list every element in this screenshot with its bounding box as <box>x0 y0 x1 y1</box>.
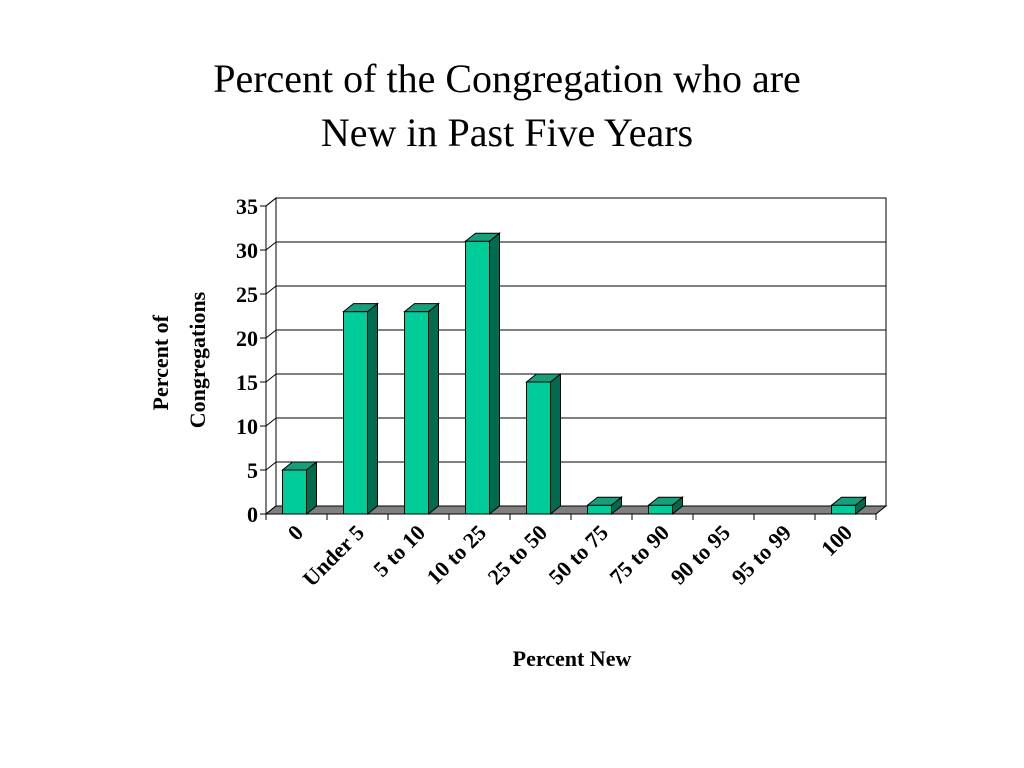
y-tick-label: 20 <box>236 326 258 351</box>
bar-front <box>587 504 612 515</box>
gridline-side <box>265 241 277 251</box>
bar-side <box>367 302 378 516</box>
bar <box>647 496 684 516</box>
gridline-side <box>265 329 277 339</box>
x-tick-label: 100 <box>816 520 857 561</box>
bar-side <box>489 232 500 516</box>
x-tick-label: 25 to 50 <box>483 520 553 590</box>
bar <box>464 232 501 516</box>
y-tick-label: 35 <box>236 194 258 219</box>
bar-front <box>343 311 368 515</box>
y-tick-label: 10 <box>236 414 258 439</box>
x-tick-label: Under 5 <box>298 520 369 591</box>
x-tick-label: 0 <box>283 520 308 545</box>
bar-top <box>464 232 501 242</box>
bar-front <box>526 381 551 515</box>
bar-top <box>342 303 379 313</box>
gridline-side <box>265 285 277 295</box>
gridline-side <box>265 417 277 427</box>
chart-title: Percent of the Congregation who are New … <box>0 52 1014 160</box>
chart-title-line-2: New in Past Five Years <box>320 110 694 155</box>
bar <box>403 302 440 516</box>
y-tick-label: 0 <box>247 502 258 527</box>
x-axis-label: Percent New <box>513 646 632 671</box>
bar <box>525 372 562 516</box>
gridline-side <box>265 461 277 471</box>
bar <box>281 460 318 516</box>
bars <box>281 232 867 516</box>
bar <box>342 302 379 516</box>
bar-top <box>647 496 684 506</box>
bar-side <box>306 460 317 516</box>
x-tick-label: 90 to 95 <box>666 520 736 590</box>
bar-front <box>282 469 307 515</box>
x-tick-label: 10 to 25 <box>422 520 492 590</box>
y-axis-tick-labels: 0 5 10 15 20 25 30 35 <box>236 194 258 527</box>
bar-top <box>830 496 867 506</box>
bar-top <box>525 373 562 383</box>
bar-side <box>428 302 439 516</box>
x-tick-label: 50 to 75 <box>544 520 614 590</box>
bar-top <box>586 496 623 506</box>
bar-front <box>831 504 856 515</box>
bar <box>830 496 867 516</box>
bar-front <box>465 240 490 515</box>
y-axis-label-line-1: Percent of <box>148 314 173 410</box>
bar <box>586 496 623 516</box>
gridline-side <box>265 197 277 207</box>
chart-title-line-1: Percent of the Congregation who are <box>213 56 801 101</box>
bar-front <box>404 311 429 515</box>
y-tick-label: 15 <box>236 370 258 395</box>
y-axis-label: Percent of Congregations <box>148 291 210 428</box>
bar-top <box>281 461 318 471</box>
y-axis-label-line-2: Congregations <box>185 291 210 428</box>
y-tick-label: 5 <box>247 458 258 483</box>
bar-side <box>550 372 561 516</box>
y-tick-label: 25 <box>236 282 258 307</box>
x-tick-label: 95 to 99 <box>727 520 797 590</box>
bar-front <box>648 504 673 515</box>
gridline-side <box>265 373 277 383</box>
x-tick-label: 75 to 90 <box>605 520 675 590</box>
bar-top <box>403 303 440 313</box>
y-tick-label: 30 <box>236 238 258 263</box>
